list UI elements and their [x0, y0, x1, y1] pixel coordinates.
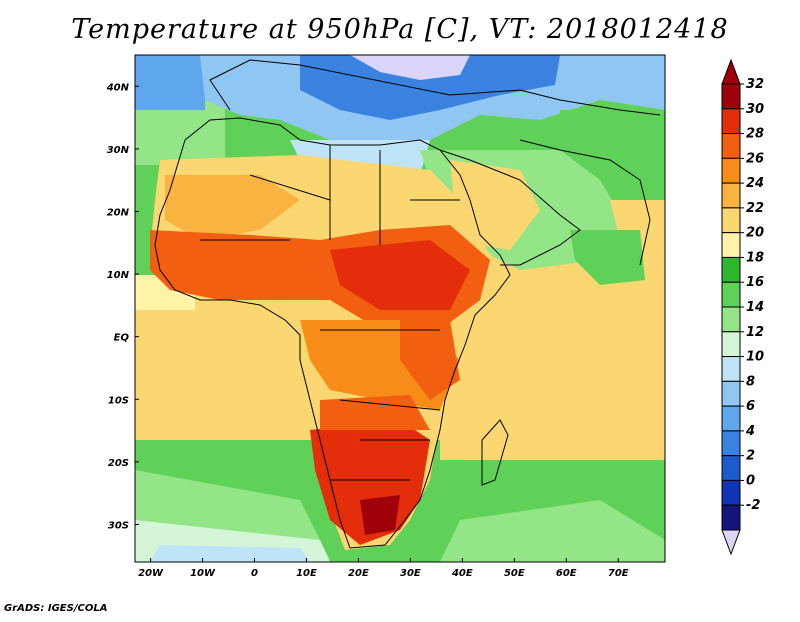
y-tick-label: 10S	[108, 395, 129, 406]
colorbar-label: 28	[746, 127, 764, 142]
y-tick-label: 40N	[106, 82, 130, 93]
colorbar-label: 12	[746, 325, 764, 340]
colorbar-swatch	[721, 207, 741, 234]
colorbar-label: 6	[746, 399, 755, 414]
map-frame	[134, 54, 666, 563]
y-tick-label: 20S	[108, 458, 129, 469]
y-axis: 40N 30N 20N 10N EQ 10S 20S 30S	[106, 82, 139, 531]
colorbar-swatch	[721, 455, 741, 481]
colorbar-swatch	[721, 356, 741, 382]
colorbar-swatch	[721, 504, 741, 531]
y-tick-label: 30N	[107, 145, 130, 156]
colorbar-label: 16	[746, 275, 764, 290]
x-tick-label: 50E	[504, 568, 525, 579]
colorbar-swatch	[721, 479, 741, 506]
colorbar-swatch	[721, 157, 741, 184]
x-tick-label: 10W	[190, 568, 216, 579]
temperature-field	[135, 55, 665, 562]
x-tick-label: 70E	[608, 568, 629, 579]
y-tick-label: 10N	[107, 270, 130, 281]
x-tick-label: 0	[251, 568, 258, 579]
colorbar-label: 4	[745, 424, 755, 439]
colorbar-label: 22	[746, 201, 764, 216]
y-tick-label: 20N	[107, 207, 130, 218]
colorbar-label: 2	[746, 449, 755, 464]
chart-title: Temperature at 950hPa [C], VT: 201801241…	[71, 14, 729, 45]
x-tick-label: 20E	[348, 568, 369, 579]
colorbar-swatch	[721, 108, 741, 135]
colorbar-label: 10	[746, 350, 764, 365]
colorbar-min-arrow	[721, 529, 741, 556]
colorbar-label: 18	[746, 250, 764, 265]
colorbar-label: 20	[746, 226, 764, 241]
x-tick-label: 20W	[138, 568, 164, 579]
colorbar-label: 24	[746, 176, 764, 191]
x-axis: 20W 10W 0 10E 20E 30E 40E 50E 60E 70E	[138, 558, 629, 579]
colorbar-swatch	[721, 83, 741, 110]
colorbar-swatch	[721, 306, 741, 333]
y-tick-label: 30S	[108, 520, 129, 531]
colorbar-label: 0	[746, 473, 755, 488]
colorbar-swatch	[721, 281, 741, 308]
x-tick-label: 10E	[296, 568, 317, 579]
x-tick-label: 30E	[400, 568, 421, 579]
colorbar-swatch	[721, 232, 741, 258]
colorbar-max-arrow	[721, 58, 741, 85]
grads-credit: GrADS: IGES/COLA	[4, 603, 108, 614]
x-tick-label: 40E	[451, 568, 473, 579]
colorbar-swatch	[721, 331, 741, 358]
colorbar-swatch	[721, 405, 741, 432]
coastline-outlines	[154, 59, 661, 549]
colorbar-swatch	[721, 380, 741, 407]
colorbar-swatch	[721, 430, 741, 457]
colorbar-label: 32	[746, 77, 764, 92]
colorbar-label: -2	[746, 498, 760, 513]
colorbar-label: 26	[746, 151, 764, 166]
y-tick-label: EQ	[114, 333, 130, 344]
colorbar-swatch	[721, 256, 741, 283]
x-tick-label: 60E	[556, 568, 577, 579]
colorbar-label: 30	[746, 102, 764, 117]
colorbar-label: 14	[746, 300, 764, 315]
colorbar-swatch	[721, 182, 741, 209]
colorbar-label: 8	[746, 374, 755, 389]
colorbar-swatch	[721, 133, 741, 159]
